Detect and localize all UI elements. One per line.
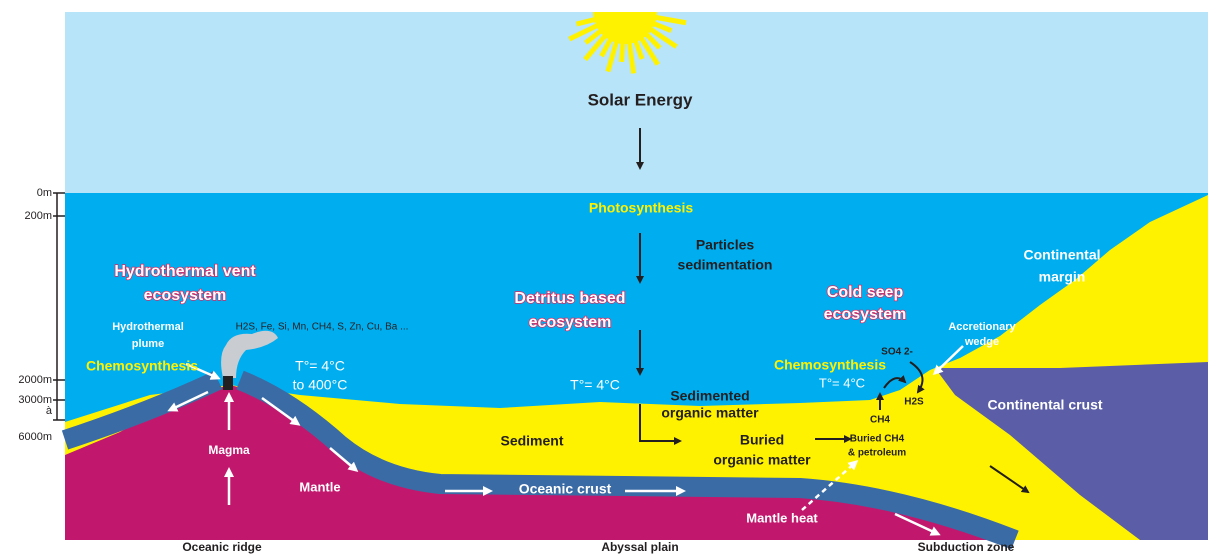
label: T°= 4°C — [819, 375, 865, 390]
oceanic-crust — [61, 370, 1019, 550]
label: Magma — [208, 443, 250, 457]
label: Cold seep — [827, 284, 904, 301]
label: H2S, Fe, Si, Mn, CH4, S, Zn, Cu, Ba ... — [236, 322, 409, 333]
label: ecosystem — [529, 314, 612, 331]
sun — [568, 12, 687, 74]
label: Sedimented — [670, 388, 749, 404]
label: ecosystem — [824, 306, 907, 323]
depth-label: 2000m — [18, 374, 52, 386]
label: wedge — [964, 336, 999, 348]
depth-label: 6000m — [18, 431, 52, 443]
label: & petroleum — [848, 448, 906, 459]
label: Chemosynthesis — [86, 358, 198, 374]
label: to 400°C — [293, 377, 348, 393]
zone-label: Subduction zone — [918, 540, 1015, 554]
label: Continental crust — [987, 397, 1102, 413]
label: Sediment — [500, 433, 563, 449]
label: CH4 — [870, 415, 890, 426]
label: T°= 4°C — [295, 358, 345, 374]
arrows — [636, 128, 1030, 494]
label: Chemosynthesis — [774, 357, 886, 373]
label: Buried CH4 — [850, 434, 905, 445]
label: Oceanic crust — [519, 481, 612, 497]
zone-label: Abyssal plain — [601, 540, 678, 554]
continental-crust — [935, 362, 1208, 540]
label: Particles — [696, 237, 755, 253]
label: Buried — [740, 432, 784, 448]
plume — [221, 330, 278, 378]
label: margin — [1039, 269, 1086, 285]
label: organic matter — [713, 452, 811, 468]
depth-label: 200m — [24, 210, 52, 222]
label: Detritus based — [514, 290, 625, 307]
label: Mantle heat — [746, 510, 818, 525]
depth-label: 0m — [37, 187, 52, 199]
label: Hydrothermal vent — [114, 263, 256, 280]
depth-label: à — [46, 405, 53, 417]
label: Photosynthesis — [589, 200, 693, 216]
label: T°= 4°C — [570, 377, 620, 393]
zone-label: Oceanic ridge — [182, 540, 262, 554]
depth-label: 3000m — [18, 394, 52, 406]
label: plume — [132, 338, 164, 350]
label: Hydrothermal — [112, 321, 184, 333]
label: ecosystem — [144, 287, 227, 304]
label: Solar Energy — [588, 90, 693, 109]
label: sedimentation — [678, 257, 773, 273]
label: Continental — [1024, 247, 1101, 263]
label: SO4 2- — [881, 347, 913, 358]
label: H2S — [904, 397, 924, 408]
label: organic matter — [661, 405, 759, 421]
label: Mantle — [299, 479, 340, 494]
vent — [223, 376, 233, 390]
white-arrows — [167, 345, 964, 536]
label: Accretionary — [948, 321, 1016, 333]
